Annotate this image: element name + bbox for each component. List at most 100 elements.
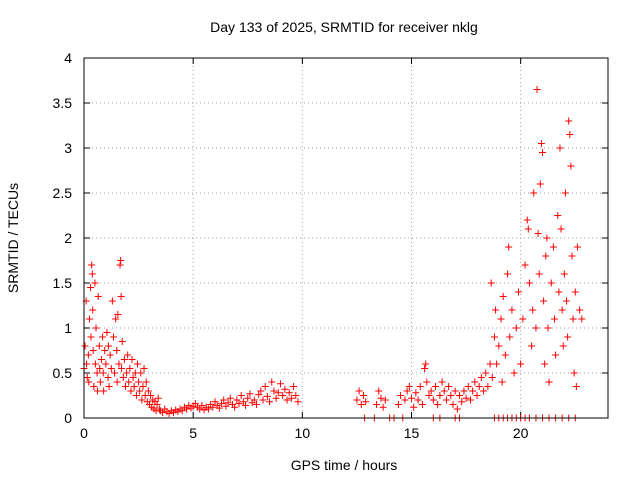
data-point [87, 284, 95, 291]
data-point [544, 324, 552, 332]
data-point [362, 398, 370, 406]
data-point [96, 378, 104, 386]
data-point [554, 212, 562, 219]
data-point [233, 396, 241, 404]
data-point [231, 403, 239, 411]
data-point [88, 270, 96, 278]
data-point [401, 396, 409, 404]
data-point [94, 293, 102, 300]
data-point [564, 333, 572, 341]
data-point [549, 243, 557, 251]
data-point [129, 374, 137, 381]
data-point [571, 288, 579, 296]
data-point [408, 394, 415, 402]
data-point [359, 392, 367, 399]
data-point [81, 342, 89, 350]
data-point [109, 333, 117, 341]
data-point [469, 387, 477, 395]
data-point [128, 356, 136, 363]
data-point [510, 369, 518, 377]
data-point [568, 252, 576, 260]
data-point [524, 225, 532, 233]
data-point [144, 387, 152, 395]
data-point [117, 257, 125, 264]
data-point [99, 333, 107, 341]
data-point [436, 392, 444, 399]
data-point [222, 402, 230, 410]
data-point [285, 389, 293, 397]
data-point [196, 405, 204, 413]
data-point [572, 383, 580, 390]
y-tick-label: 2.5 [53, 185, 73, 201]
data-point [442, 396, 450, 404]
data-point [255, 391, 263, 399]
data-point [135, 378, 143, 386]
data-point [89, 306, 97, 314]
data-point [558, 306, 566, 314]
data-points [80, 86, 586, 422]
data-point [268, 378, 276, 386]
data-point [103, 329, 111, 336]
data-point [140, 365, 148, 372]
data-point [555, 288, 563, 296]
data-point [498, 378, 506, 386]
data-point [412, 389, 420, 397]
plot-frame [83, 57, 609, 419]
data-point [139, 383, 147, 390]
data-point [397, 392, 405, 399]
data-point [235, 400, 243, 408]
data-point [89, 347, 97, 354]
data-point [147, 392, 155, 399]
data-point [440, 387, 448, 395]
x-tick-label: 0 [80, 425, 88, 441]
data-point [486, 360, 494, 368]
data-point [90, 383, 98, 390]
data-point [570, 369, 578, 377]
x-axis-label: GPS time / hours [291, 457, 398, 473]
data-point [460, 387, 468, 395]
data-point [506, 333, 514, 341]
data-point [556, 144, 564, 152]
data-point [191, 400, 199, 408]
data-point [422, 360, 430, 368]
data-point [119, 374, 127, 381]
data-point [117, 293, 125, 300]
data-point [237, 392, 245, 399]
data-point [279, 392, 287, 399]
data-point [272, 394, 280, 402]
data-point [551, 315, 559, 323]
data-point [529, 306, 537, 314]
data-point [499, 293, 507, 300]
data-point [438, 378, 446, 386]
data-point [130, 383, 138, 390]
data-point [394, 401, 402, 408]
data-point [403, 387, 411, 395]
data-point [480, 387, 488, 395]
data-point [377, 394, 385, 402]
data-point [259, 396, 267, 404]
data-point [124, 351, 132, 359]
data-point [456, 392, 464, 399]
data-point [543, 234, 551, 242]
x-tick-label: 15 [404, 425, 420, 441]
y-axis-label: SRMTID / TECUs [5, 183, 21, 293]
data-point [545, 378, 553, 386]
data-point [492, 306, 500, 314]
data-point [95, 342, 103, 350]
y-tick-label: 1.5 [53, 275, 73, 291]
data-point [523, 216, 531, 224]
data-point [121, 383, 129, 390]
data-point [138, 396, 146, 404]
data-point [497, 315, 505, 323]
y-tick-label: 3 [64, 140, 72, 156]
data-point [353, 396, 361, 404]
data-point [525, 279, 533, 287]
data-point [519, 315, 527, 323]
data-point [270, 387, 278, 395]
data-point [566, 131, 574, 138]
data-point [534, 230, 542, 237]
data-point [578, 315, 586, 323]
data-point [287, 394, 295, 402]
data-point [84, 351, 92, 359]
